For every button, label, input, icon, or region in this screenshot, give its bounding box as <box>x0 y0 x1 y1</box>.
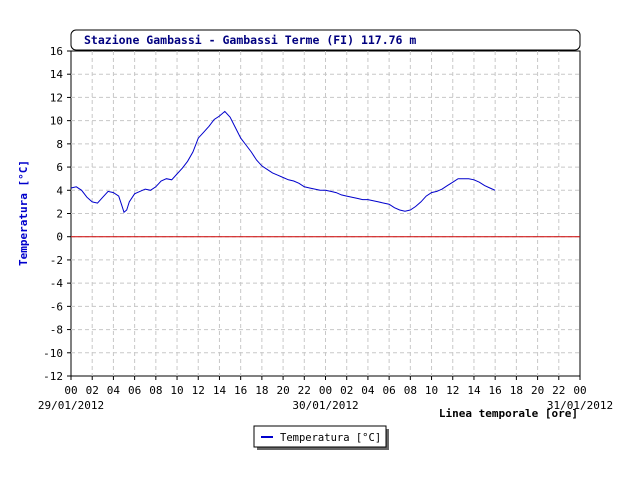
x-tick-label: 02 <box>340 384 353 397</box>
x-tick-label: 12 <box>446 384 459 397</box>
x-tick-label: 00 <box>573 384 586 397</box>
title-box <box>70 29 581 51</box>
y-tick-label: -6 <box>50 300 63 313</box>
x-tick-label: 06 <box>128 384 141 397</box>
x-tick-label: 06 <box>383 384 396 397</box>
y-axis-ticks: 16 14 12 10 8 6 4 2 0 -2 -4 -6 -8 -10 -12 <box>43 45 71 383</box>
y-tick-label: -8 <box>50 324 63 337</box>
x-tick-label: 10 <box>425 384 438 397</box>
x-tick-label: 14 <box>213 384 227 397</box>
y-tick-label: -12 <box>43 370 63 383</box>
x-tick-label: 08 <box>149 384 162 397</box>
y-tick-label: 16 <box>50 45 63 58</box>
y-tick-label: 6 <box>56 161 63 174</box>
y-tick-label: -4 <box>50 277 64 290</box>
y-tick-label: 10 <box>50 115 63 128</box>
y-tick-label: 0 <box>56 231 63 244</box>
x-tick-label: 18 <box>510 384 523 397</box>
x-tick-label: 04 <box>361 384 375 397</box>
x-tick-label: 00 <box>64 384 77 397</box>
legend-box <box>253 425 387 448</box>
y-tick-label: 12 <box>50 91 63 104</box>
y-tick-label: 8 <box>56 138 63 151</box>
date-label: 30/01/2012 <box>292 399 358 412</box>
x-tick-label: 02 <box>86 384 99 397</box>
x-tick-label: 16 <box>489 384 502 397</box>
x-axis-label: Linea temporale [ore] <box>439 407 578 420</box>
x-tick-label: 20 <box>531 384 544 397</box>
date-label: 31/01/2012 <box>547 399 613 412</box>
date-label: 29/01/2012 <box>38 399 104 412</box>
y-tick-label: -2 <box>50 254 63 267</box>
x-tick-label: 20 <box>276 384 289 397</box>
x-tick-label: 10 <box>170 384 183 397</box>
x-tick-label: 18 <box>255 384 268 397</box>
y-tick-label: 14 <box>50 68 64 81</box>
x-tick-label: 08 <box>404 384 417 397</box>
x-tick-label: 22 <box>298 384 311 397</box>
chart-title: Stazione Gambassi - Gambassi Terme (FI) … <box>84 33 416 47</box>
x-tick-label: 22 <box>552 384 565 397</box>
x-axis-ticks: 00 02 04 06 08 10 12 14 16 18 20 22 00 02 04 06 08 10 12 14… <box>64 376 587 397</box>
series-line-temperatura <box>70 110 496 214</box>
x-tick-label: 00 <box>319 384 332 397</box>
y-tick-label: -10 <box>43 347 63 360</box>
x-tick-label: 12 <box>192 384 205 397</box>
y-axis-label: Temperatura [°C] <box>17 160 30 266</box>
legend-label-temperatura: Temperatura [°C] <box>280 432 381 444</box>
date-labels: 29/01/2012 30/01/2012 31/01/2012 <box>38 399 613 412</box>
x-tick-label: 16 <box>234 384 247 397</box>
x-tick-label: 14 <box>467 384 481 397</box>
y-tick-label: 2 <box>56 208 63 221</box>
y-tick-label: 4 <box>56 184 63 197</box>
x-tick-label: 04 <box>107 384 121 397</box>
